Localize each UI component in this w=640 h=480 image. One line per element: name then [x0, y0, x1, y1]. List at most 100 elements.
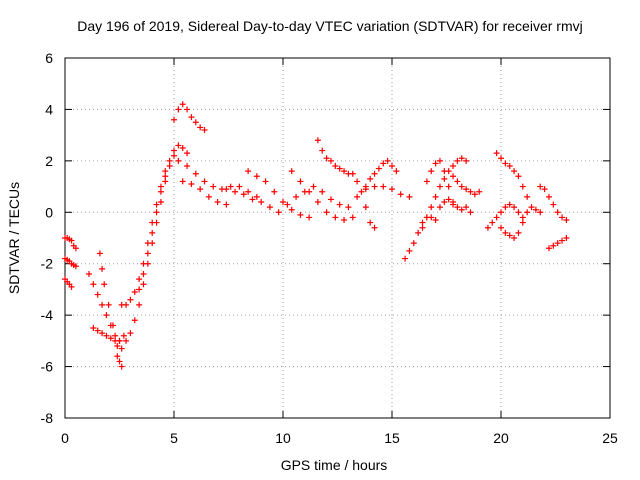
data-point	[120, 332, 127, 339]
data-point	[498, 155, 504, 162]
data-point	[336, 201, 343, 208]
series-arc-b	[62, 255, 79, 270]
data-point	[332, 163, 339, 169]
series-arc-e	[90, 325, 127, 344]
series-arc-g	[114, 152, 177, 360]
x-tick-label: 20	[493, 430, 509, 446]
data-point	[157, 199, 164, 205]
data-point	[397, 191, 404, 198]
data-point	[197, 186, 204, 193]
data-point	[428, 168, 435, 175]
data-point	[184, 150, 191, 157]
data-point	[541, 186, 548, 193]
data-point	[275, 209, 282, 216]
y-tick-label: 2	[45, 153, 53, 169]
data-point	[384, 157, 391, 164]
data-point	[419, 219, 426, 226]
data-point	[118, 363, 125, 370]
data-point	[349, 170, 356, 177]
y-tick-label: -8	[41, 410, 54, 426]
data-point	[201, 178, 208, 185]
data-point	[319, 147, 326, 154]
data-point	[419, 224, 426, 231]
data-point	[140, 281, 147, 288]
data-point	[118, 345, 125, 352]
data-point	[96, 250, 103, 257]
data-point	[550, 201, 557, 208]
data-point	[94, 327, 101, 334]
data-point	[563, 235, 570, 241]
data-point	[114, 343, 121, 349]
data-point	[188, 181, 195, 187]
data-point	[232, 188, 239, 195]
data-point	[450, 201, 457, 208]
data-point	[463, 186, 470, 193]
data-point	[162, 168, 169, 175]
data-point	[175, 106, 182, 113]
x-axis-label: GPS time / hours	[281, 457, 388, 473]
data-point	[171, 116, 177, 123]
data-point	[144, 240, 151, 247]
data-point	[253, 173, 260, 180]
data-point	[511, 168, 518, 175]
chart-title: Day 196 of 2019, Sidereal Day-to-day VTE…	[77, 18, 582, 34]
data-point	[327, 196, 334, 203]
data-point	[524, 209, 531, 216]
data-point	[519, 214, 526, 221]
data-point	[498, 209, 504, 216]
data-point	[506, 201, 513, 208]
series-arc-o	[288, 168, 356, 223]
series-arc-t	[419, 155, 470, 231]
data-point	[537, 209, 544, 216]
data-point	[371, 170, 378, 177]
series-arc-j	[171, 101, 208, 133]
data-point	[436, 183, 443, 190]
data-point	[68, 283, 75, 290]
axis-ticks	[64, 57, 611, 419]
data-point	[136, 286, 143, 293]
data-point	[140, 260, 147, 267]
data-point	[99, 265, 106, 272]
data-point	[107, 335, 114, 342]
data-point	[68, 237, 75, 244]
data-point	[458, 206, 465, 213]
y-tick-label: -2	[41, 256, 54, 272]
data-point	[223, 201, 230, 208]
data-point	[284, 201, 291, 208]
data-point	[140, 271, 147, 277]
data-point	[103, 312, 110, 319]
data-point	[105, 301, 112, 308]
data-point	[90, 325, 97, 331]
data-point	[450, 163, 457, 169]
data-point	[550, 242, 557, 249]
data-point	[101, 281, 108, 288]
data-point	[288, 206, 295, 213]
data-point	[458, 183, 465, 190]
data-point	[471, 191, 478, 198]
data-point	[166, 157, 173, 164]
data-point	[554, 209, 561, 216]
series-arc-z	[498, 204, 544, 241]
data-point	[99, 330, 106, 337]
data-point	[362, 204, 369, 211]
data-point	[127, 296, 134, 303]
data-point	[423, 178, 430, 185]
series-arc-f	[96, 250, 125, 370]
data-point	[380, 183, 387, 190]
data-point	[123, 301, 130, 308]
series-arc-x	[493, 150, 531, 200]
y-tick-label: 4	[45, 101, 53, 117]
data-point	[367, 175, 374, 182]
data-point	[432, 193, 439, 200]
series-arc-w	[450, 173, 483, 198]
data-point	[171, 152, 177, 159]
data-point	[519, 183, 526, 190]
data-point	[532, 206, 539, 213]
data-point	[358, 188, 365, 195]
data-point	[314, 199, 321, 205]
data-point	[210, 183, 217, 190]
data-point	[511, 235, 518, 241]
data-point	[314, 137, 321, 144]
